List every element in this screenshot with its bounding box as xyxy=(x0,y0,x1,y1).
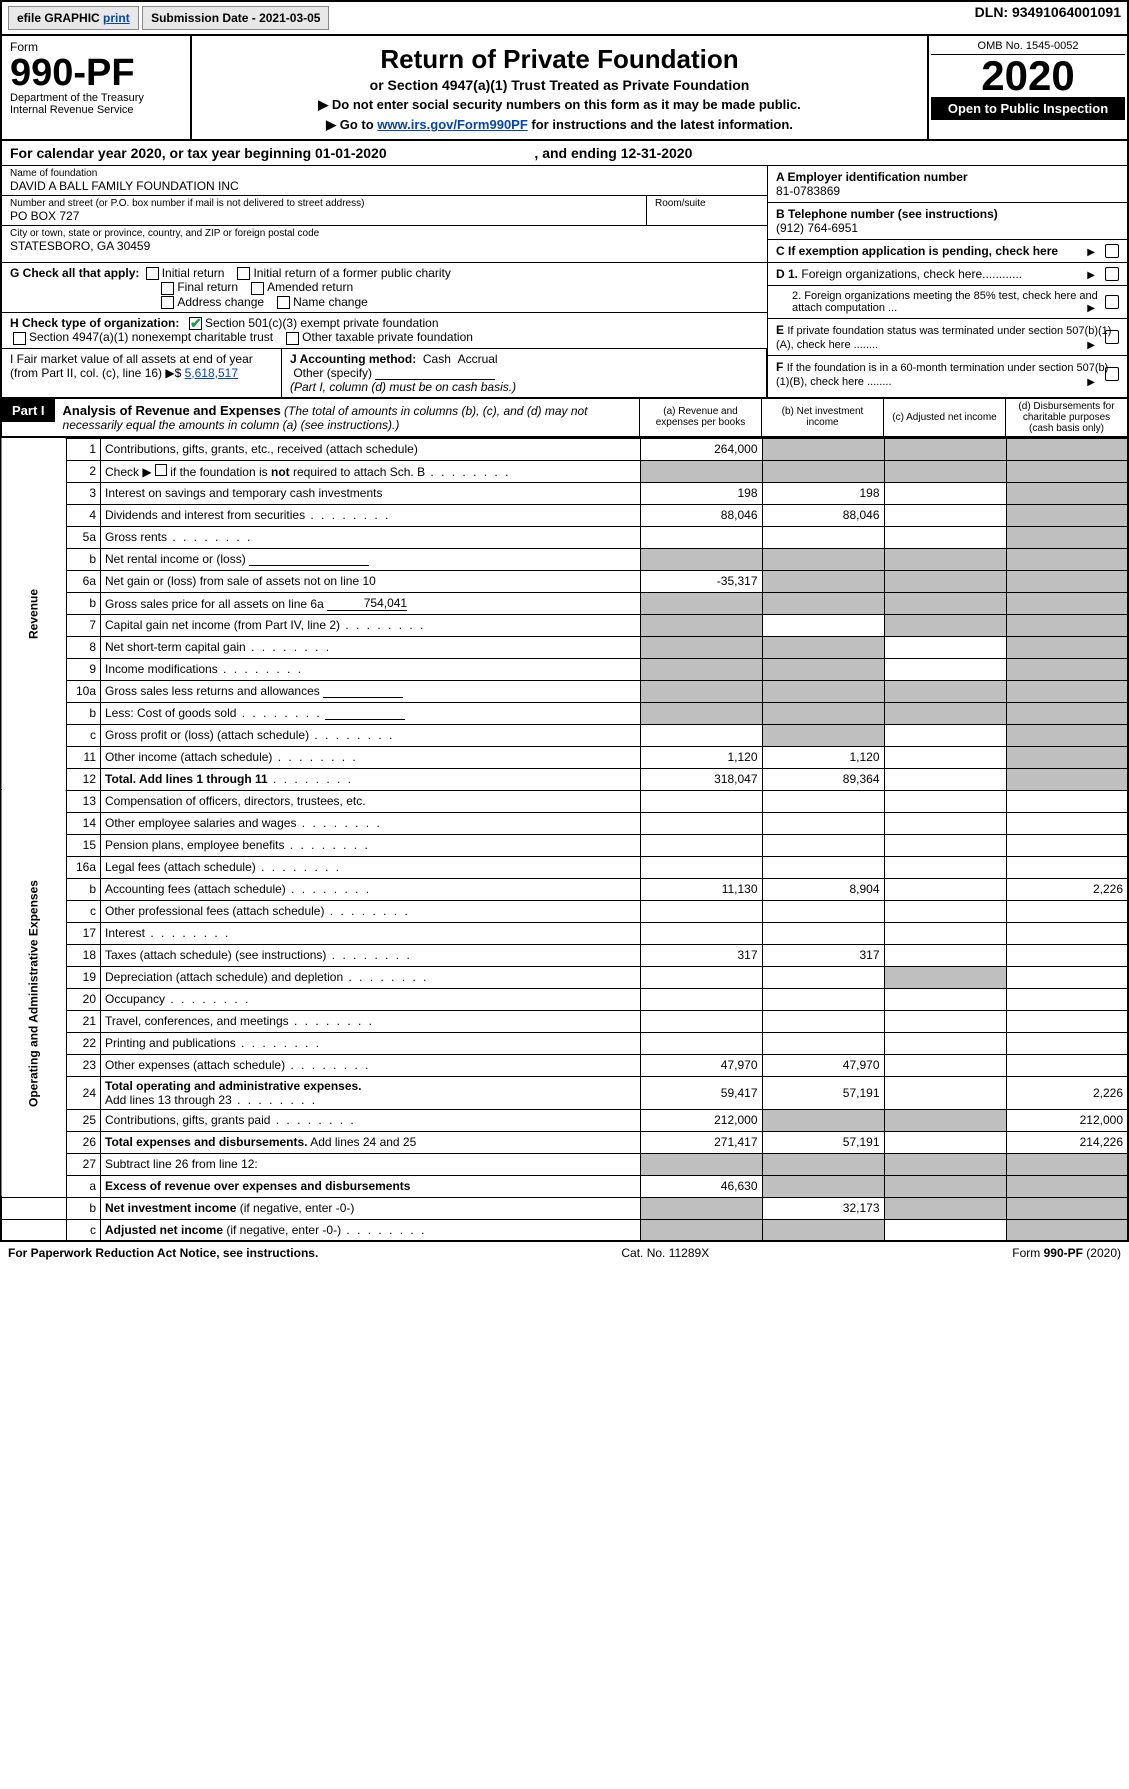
form-title: Return of Private Foundation xyxy=(202,44,917,75)
table-row: b Less: Cost of goods sold xyxy=(1,702,1128,724)
table-row: 16aLegal fees (attach schedule) xyxy=(1,856,1128,878)
efile-button[interactable]: efile GRAPHIC print xyxy=(8,6,139,30)
checkbox-4947[interactable] xyxy=(13,332,26,345)
table-row: 11 Other income (attach schedule) 1,1201… xyxy=(1,746,1128,768)
col-b-header: (b) Net investment income xyxy=(761,399,883,436)
open-public-badge: Open to Public Inspection xyxy=(931,97,1125,120)
checkbox-d1[interactable] xyxy=(1105,267,1119,281)
form-subtitle2b: ▶ Go to www.irs.gov/Form990PF for instru… xyxy=(202,117,917,133)
table-row: aExcess of revenue over expenses and dis… xyxy=(1,1175,1128,1197)
table-row: 8 Net short-term capital gain xyxy=(1,636,1128,658)
form-subtitle1: or Section 4947(a)(1) Trust Treated as P… xyxy=(202,77,917,93)
col-c-header: (c) Adjusted net income xyxy=(883,399,1005,436)
ein-row: A Employer identification number 81-0783… xyxy=(768,166,1127,203)
g-row: G Check all that apply: Initial return I… xyxy=(2,263,767,312)
checkbox-f[interactable] xyxy=(1105,367,1119,381)
table-row: 21Travel, conferences, and meetings xyxy=(1,1010,1128,1032)
fmv-value[interactable]: 5,618,517 xyxy=(185,366,238,380)
part1-label: Part I xyxy=(2,399,55,422)
checkbox-sch-b[interactable] xyxy=(155,464,167,476)
table-row: cOther professional fees (attach schedul… xyxy=(1,900,1128,922)
f-row: F If the foundation is in a 60-month ter… xyxy=(768,356,1127,392)
check-section: G Check all that apply: Initial return I… xyxy=(0,263,1129,398)
table-row: 23Other expenses (attach schedule)47,970… xyxy=(1,1054,1128,1076)
checkbox-amended[interactable] xyxy=(251,282,264,295)
dept-irs: Internal Revenue Service xyxy=(10,104,182,116)
submission-date: Submission Date - 2021-03-05 xyxy=(142,6,329,30)
footer-right: Form 990-PF (2020) xyxy=(1012,1246,1121,1260)
identification-block: Name of foundation DAVID A BALL FAMILY F… xyxy=(0,166,1129,263)
i-j-row: I Fair market value of all assets at end… xyxy=(2,348,767,397)
form-header: Form 990-PF Department of the Treasury I… xyxy=(0,36,1129,141)
table-row: 19Depreciation (attach schedule) and dep… xyxy=(1,966,1128,988)
address-row: Number and street (or P.O. box number if… xyxy=(2,196,767,226)
table-row: 10a Gross sales less returns and allowan… xyxy=(1,680,1128,702)
table-row: 17Interest xyxy=(1,922,1128,944)
table-row: 3 Interest on savings and temporary cash… xyxy=(1,482,1128,504)
checkbox-initial-return[interactable] xyxy=(146,267,159,280)
revenue-section-label: Revenue xyxy=(1,438,67,790)
table-row: 2 Check ▶ if the foundation is not requi… xyxy=(1,460,1128,482)
part1-header: Part I Analysis of Revenue and Expenses … xyxy=(0,398,1129,438)
table-row: 24Total operating and administrative exp… xyxy=(1,1076,1128,1109)
table-row: 25Contributions, gifts, grants paid212,0… xyxy=(1,1109,1128,1131)
table-row: b Gross sales price for all assets on li… xyxy=(1,592,1128,614)
footer-mid: Cat. No. 11289X xyxy=(621,1246,709,1260)
tax-year: 2020 xyxy=(931,55,1125,97)
table-row: bNet investment income (if negative, ent… xyxy=(1,1197,1128,1219)
form-subtitle2a: ▶ Do not enter social security numbers o… xyxy=(202,97,917,113)
checkbox-c[interactable] xyxy=(1105,244,1119,258)
exemption-pending-row: C If exemption application is pending, c… xyxy=(768,240,1127,262)
table-row: bAccounting fees (attach schedule)11,130… xyxy=(1,878,1128,900)
table-row: 5a Gross rents xyxy=(1,526,1128,548)
col-a-header: (a) Revenue and expenses per books xyxy=(639,399,761,436)
table-row: Operating and Administrative Expenses 13… xyxy=(1,790,1128,812)
table-row: 9 Income modifications xyxy=(1,658,1128,680)
d1-row: D 1. Foreign organizations, check here..… xyxy=(768,263,1127,286)
table-row: 22Printing and publications xyxy=(1,1032,1128,1054)
e-row: E If private foundation status was termi… xyxy=(768,319,1127,356)
table-row: b Net rental income or (loss) xyxy=(1,548,1128,570)
table-row: 7 Capital gain net income (from Part IV,… xyxy=(1,614,1128,636)
dln-label: DLN: 93491064001091 xyxy=(969,2,1127,34)
checkbox-other-taxable[interactable] xyxy=(286,332,299,345)
table-row: cAdjusted net income (if negative, enter… xyxy=(1,1219,1128,1241)
calendar-year-row: For calendar year 2020, or tax year begi… xyxy=(0,141,1129,166)
form-number: 990-PF xyxy=(10,54,182,92)
table-row: 14Other employee salaries and wages xyxy=(1,812,1128,834)
d2-row: 2. Foreign organizations meeting the 85%… xyxy=(768,286,1127,319)
checkbox-501c3[interactable] xyxy=(189,317,202,330)
irs-link[interactable]: www.irs.gov/Form990PF xyxy=(377,117,528,132)
checkbox-d2[interactable] xyxy=(1105,295,1119,309)
table-row: Revenue 1 Contributions, gifts, grants, … xyxy=(1,438,1128,460)
h-row: H Check type of organization: Section 50… xyxy=(2,312,767,348)
city-row: City or town, state or province, country… xyxy=(2,226,767,255)
checkbox-e[interactable] xyxy=(1105,330,1119,344)
table-row: 6a Net gain or (loss) from sale of asset… xyxy=(1,570,1128,592)
part1-table: Revenue 1 Contributions, gifts, grants, … xyxy=(0,438,1129,1243)
footer-left: For Paperwork Reduction Act Notice, see … xyxy=(8,1246,318,1260)
table-row: 20Occupancy xyxy=(1,988,1128,1010)
foundation-name-row: Name of foundation DAVID A BALL FAMILY F… xyxy=(2,166,767,196)
checkbox-name-change[interactable] xyxy=(277,296,290,309)
table-row: 26Total expenses and disbursements. Add … xyxy=(1,1131,1128,1153)
table-row: 15Pension plans, employee benefits xyxy=(1,834,1128,856)
checkbox-address-change[interactable] xyxy=(161,296,174,309)
dept-treasury: Department of the Treasury xyxy=(10,92,182,104)
checkbox-initial-public[interactable] xyxy=(237,267,250,280)
table-row: 12 Total. Add lines 1 through 11 318,047… xyxy=(1,768,1128,790)
telephone-row: B Telephone number (see instructions) (9… xyxy=(768,203,1127,240)
print-link[interactable]: print xyxy=(103,11,130,25)
col-d-header: (d) Disbursements for charitable purpose… xyxy=(1005,399,1127,436)
top-bar: efile GRAPHIC print Submission Date - 20… xyxy=(0,0,1129,36)
table-row: c Gross profit or (loss) (attach schedul… xyxy=(1,724,1128,746)
checkbox-final-return[interactable] xyxy=(161,282,174,295)
table-row: 18Taxes (attach schedule) (see instructi… xyxy=(1,944,1128,966)
table-row: 27Subtract line 26 from line 12: xyxy=(1,1153,1128,1175)
page-footer: For Paperwork Reduction Act Notice, see … xyxy=(0,1242,1129,1264)
expenses-section-label: Operating and Administrative Expenses xyxy=(1,790,67,1197)
table-row: 4 Dividends and interest from securities… xyxy=(1,504,1128,526)
graphic-label: GRAPHIC xyxy=(44,11,99,25)
